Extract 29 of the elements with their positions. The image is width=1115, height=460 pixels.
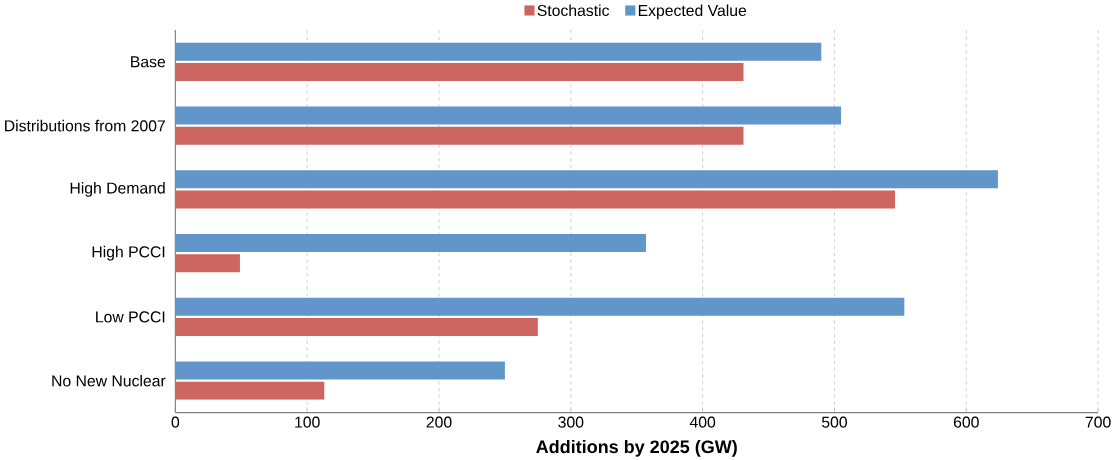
bar — [175, 190, 896, 209]
x-axis-title: Additions by 2025 (GW) — [536, 439, 737, 457]
x-tick-label: 100 — [295, 416, 320, 428]
y-tick-label: Low PCCI — [96, 311, 165, 323]
bar — [175, 126, 744, 145]
y-tick-label: No New Nuclear — [52, 374, 166, 387]
bar — [175, 317, 538, 336]
y-tick-label: Distributions from 2007 — [5, 119, 165, 132]
x-tick-label: 700 — [1085, 416, 1111, 428]
x-tick-label: 200 — [426, 416, 452, 428]
x-tick-label: 500 — [821, 416, 847, 428]
bar — [175, 62, 744, 81]
bar — [175, 254, 240, 273]
x-tick-label: 400 — [689, 416, 716, 428]
y-tick-label: Base — [131, 56, 166, 68]
y-tick-label: High Demand — [70, 181, 165, 197]
x-tick-label: 600 — [953, 416, 979, 428]
bar — [175, 297, 905, 316]
y-tick-label: High PCCI — [92, 245, 165, 261]
bar — [175, 361, 505, 380]
bar — [175, 42, 822, 61]
x-tick-label: 0 — [171, 416, 180, 428]
bar — [175, 170, 998, 189]
bar — [175, 106, 842, 125]
bar — [175, 381, 325, 400]
legend-label: Stochastic — [537, 4, 610, 16]
bar — [175, 233, 646, 252]
x-tick-label: 300 — [558, 416, 584, 428]
legend-label: Expected Value — [638, 4, 747, 19]
